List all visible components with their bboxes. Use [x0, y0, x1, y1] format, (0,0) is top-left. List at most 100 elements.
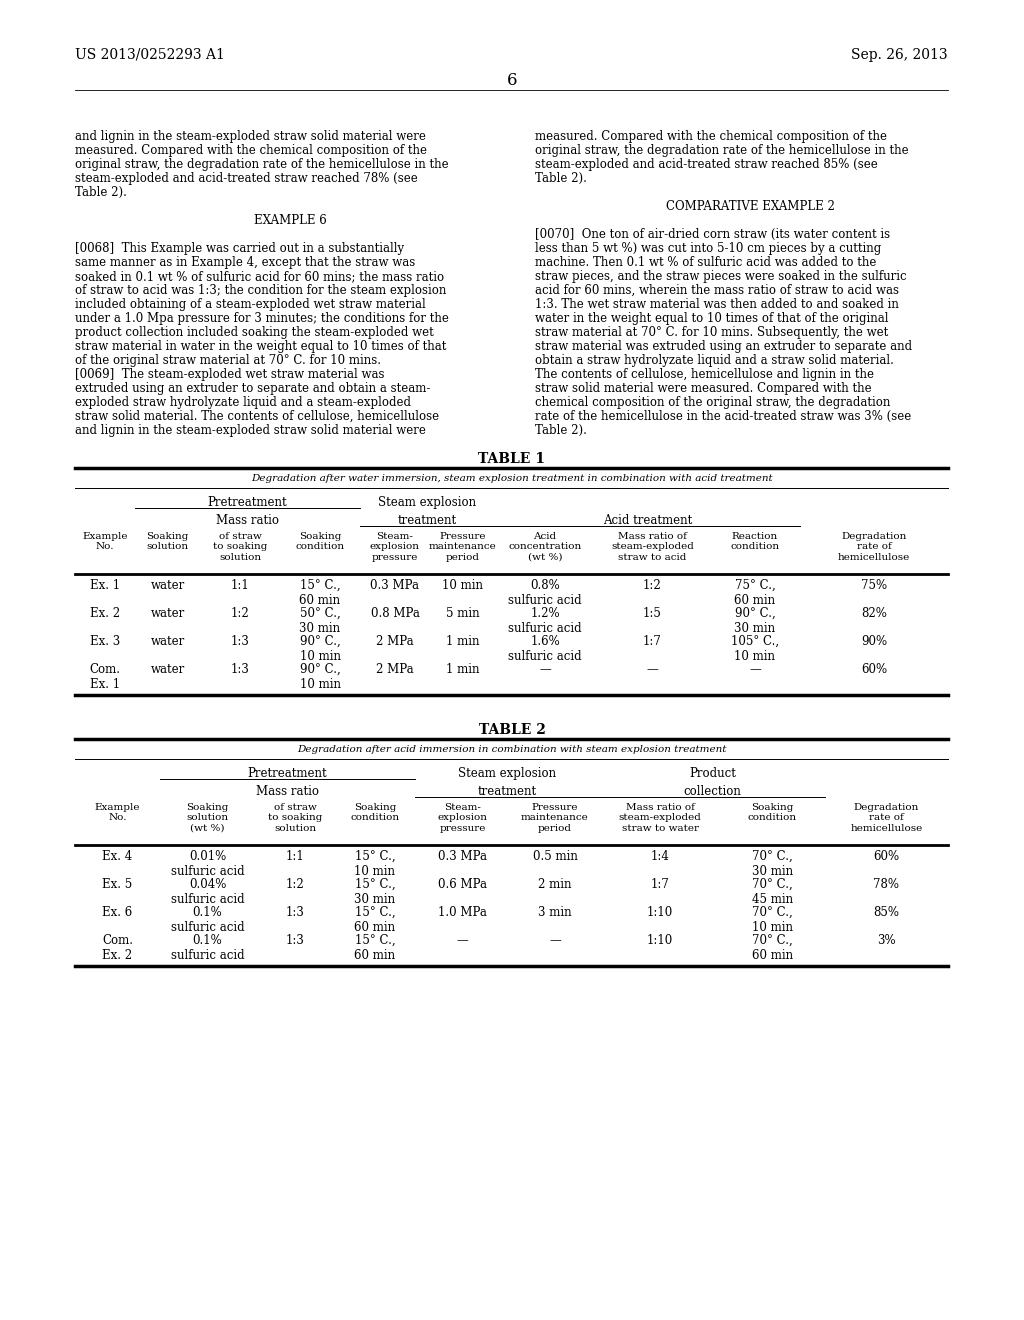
Text: 0.6 MPa: 0.6 MPa	[438, 878, 487, 891]
Text: 15° C.,
60 min: 15° C., 60 min	[299, 579, 341, 607]
Text: Com.
Ex. 2: Com. Ex. 2	[102, 935, 133, 962]
Text: Ex. 4: Ex. 4	[102, 850, 133, 863]
Text: Steam-
explosion
pressure: Steam- explosion pressure	[370, 532, 420, 562]
Text: straw material was extruded using an extruder to separate and: straw material was extruded using an ext…	[535, 341, 912, 352]
Text: 1:2: 1:2	[286, 878, 304, 891]
Text: Reaction
condition: Reaction condition	[730, 532, 779, 552]
Text: Mass ratio of
steam-exploded
straw to water: Mass ratio of steam-exploded straw to wa…	[618, 803, 701, 833]
Text: 15° C.,
60 min: 15° C., 60 min	[354, 906, 395, 935]
Text: water: water	[151, 607, 184, 620]
Text: 90° C.,
10 min: 90° C., 10 min	[299, 663, 341, 690]
Text: 5 min: 5 min	[445, 607, 479, 620]
Text: 105° C.,
10 min: 105° C., 10 min	[731, 635, 779, 663]
Text: 0.8%
sulfuric acid: 0.8% sulfuric acid	[508, 579, 582, 607]
Text: 1:2: 1:2	[230, 607, 250, 620]
Text: 1.2%
sulfuric acid: 1.2% sulfuric acid	[508, 607, 582, 635]
Text: Table 2).: Table 2).	[535, 424, 587, 437]
Text: 15° C.,
60 min: 15° C., 60 min	[354, 935, 395, 962]
Text: The contents of cellulose, hemicellulose and lignin in the: The contents of cellulose, hemicellulose…	[535, 368, 874, 381]
Text: Steam explosion: Steam explosion	[459, 767, 557, 780]
Text: 1:7: 1:7	[650, 878, 670, 891]
Text: Mass ratio of
steam-exploded
straw to acid: Mass ratio of steam-exploded straw to ac…	[611, 532, 694, 562]
Text: 1:1: 1:1	[230, 579, 250, 591]
Text: 60%: 60%	[861, 663, 887, 676]
Text: —: —	[750, 663, 761, 676]
Text: Acid treatment: Acid treatment	[603, 513, 692, 527]
Text: Degradation after acid immersion in combination with steam explosion treatment: Degradation after acid immersion in comb…	[297, 744, 727, 754]
Text: Soaking
solution
(wt %): Soaking solution (wt %)	[186, 803, 228, 833]
Text: 78%: 78%	[873, 878, 899, 891]
Text: 15° C.,
30 min: 15° C., 30 min	[354, 878, 395, 906]
Text: 90° C.,
30 min: 90° C., 30 min	[734, 607, 775, 635]
Text: Degradation after water immersion, steam explosion treatment in combination with: Degradation after water immersion, steam…	[251, 474, 773, 483]
Text: same manner as in Example 4, except that the straw was: same manner as in Example 4, except that…	[75, 256, 416, 269]
Text: 90%: 90%	[861, 635, 887, 648]
Text: Acid
concentration
(wt %): Acid concentration (wt %)	[508, 532, 582, 562]
Text: COMPARATIVE EXAMPLE 2: COMPARATIVE EXAMPLE 2	[666, 201, 835, 213]
Text: obtain a straw hydrolyzate liquid and a straw solid material.: obtain a straw hydrolyzate liquid and a …	[535, 354, 894, 367]
Text: Steam-
explosion
pressure: Steam- explosion pressure	[437, 803, 487, 833]
Text: water: water	[151, 635, 184, 648]
Text: treatment: treatment	[398, 513, 457, 527]
Text: 75%: 75%	[861, 579, 887, 591]
Text: Table 2).: Table 2).	[535, 172, 587, 185]
Text: collection: collection	[684, 785, 741, 799]
Text: 1:3. The wet straw material was then added to and soaked in: 1:3. The wet straw material was then add…	[535, 298, 899, 312]
Text: 2 MPa: 2 MPa	[376, 663, 414, 676]
Text: machine. Then 0.1 wt % of sulfuric acid was added to the: machine. Then 0.1 wt % of sulfuric acid …	[535, 256, 877, 269]
Text: steam-exploded and acid-treated straw reached 85% (see: steam-exploded and acid-treated straw re…	[535, 158, 878, 172]
Text: 2 MPa: 2 MPa	[376, 635, 414, 648]
Text: Degradation
rate of
hemicellulose: Degradation rate of hemicellulose	[850, 803, 923, 833]
Text: 1:4: 1:4	[650, 850, 670, 863]
Text: acid for 60 mins, wherein the mass ratio of straw to acid was: acid for 60 mins, wherein the mass ratio…	[535, 284, 899, 297]
Text: steam-exploded and acid-treated straw reached 78% (see: steam-exploded and acid-treated straw re…	[75, 172, 418, 185]
Text: 1:2: 1:2	[643, 579, 662, 591]
Text: Soaking
solution: Soaking solution	[146, 532, 188, 552]
Text: 70° C.,
60 min: 70° C., 60 min	[752, 935, 793, 962]
Text: 1:3: 1:3	[286, 906, 304, 919]
Text: Soaking
condition: Soaking condition	[350, 803, 399, 822]
Text: soaked in 0.1 wt % of sulfuric acid for 60 mins; the mass ratio: soaked in 0.1 wt % of sulfuric acid for …	[75, 271, 444, 282]
Text: Com.
Ex. 1: Com. Ex. 1	[89, 663, 121, 690]
Text: Table 2).: Table 2).	[75, 186, 127, 199]
Text: TABLE 1: TABLE 1	[478, 451, 546, 466]
Text: 90° C.,
10 min: 90° C., 10 min	[299, 635, 341, 663]
Text: 70° C.,
10 min: 70° C., 10 min	[752, 906, 793, 935]
Text: Degradation
rate of
hemicellulose: Degradation rate of hemicellulose	[838, 532, 910, 562]
Text: water: water	[151, 663, 184, 676]
Text: Steam explosion: Steam explosion	[379, 496, 476, 510]
Text: 0.3 MPa: 0.3 MPa	[438, 850, 487, 863]
Text: Example
No.: Example No.	[82, 532, 128, 552]
Text: rate of the hemicellulose in the acid-treated straw was 3% (see: rate of the hemicellulose in the acid-tr…	[535, 411, 911, 422]
Text: included obtaining of a steam-exploded wet straw material: included obtaining of a steam-exploded w…	[75, 298, 426, 312]
Text: 0.1%
sulfuric acid: 0.1% sulfuric acid	[171, 906, 245, 935]
Text: 70° C.,
30 min: 70° C., 30 min	[752, 850, 793, 878]
Text: 1 min: 1 min	[445, 663, 479, 676]
Text: Pretreatment: Pretreatment	[248, 767, 328, 780]
Text: and lignin in the steam-exploded straw solid material were: and lignin in the steam-exploded straw s…	[75, 424, 426, 437]
Text: 82%: 82%	[861, 607, 887, 620]
Text: Pretreatment: Pretreatment	[208, 496, 288, 510]
Text: 85%: 85%	[873, 906, 899, 919]
Text: 0.3 MPa: 0.3 MPa	[371, 579, 420, 591]
Text: straw material in water in the weight equal to 10 times of that: straw material in water in the weight eq…	[75, 341, 446, 352]
Text: 1:7: 1:7	[643, 635, 662, 648]
Text: treatment: treatment	[478, 785, 537, 799]
Text: straw solid material. The contents of cellulose, hemicellulose: straw solid material. The contents of ce…	[75, 411, 439, 422]
Text: [0069]  The steam-exploded wet straw material was: [0069] The steam-exploded wet straw mate…	[75, 368, 384, 381]
Text: original straw, the degradation rate of the hemicellulose in the: original straw, the degradation rate of …	[535, 144, 908, 157]
Text: extruded using an extruder to separate and obtain a steam-: extruded using an extruder to separate a…	[75, 381, 430, 395]
Text: Mass ratio: Mass ratio	[216, 513, 279, 527]
Text: Product: Product	[689, 767, 736, 780]
Text: 0.01%
sulfuric acid: 0.01% sulfuric acid	[171, 850, 245, 878]
Text: product collection included soaking the steam-exploded wet: product collection included soaking the …	[75, 326, 434, 339]
Text: Ex. 1: Ex. 1	[90, 579, 120, 591]
Text: chemical composition of the original straw, the degradation: chemical composition of the original str…	[535, 396, 891, 409]
Text: EXAMPLE 6: EXAMPLE 6	[254, 214, 327, 227]
Text: Pressure
maintenance
period: Pressure maintenance period	[521, 803, 589, 833]
Text: 1 min: 1 min	[445, 635, 479, 648]
Text: and lignin in the steam-exploded straw solid material were: and lignin in the steam-exploded straw s…	[75, 129, 426, 143]
Text: 1.0 MPa: 1.0 MPa	[438, 906, 487, 919]
Text: Ex. 5: Ex. 5	[102, 878, 133, 891]
Text: 1:10: 1:10	[647, 906, 673, 919]
